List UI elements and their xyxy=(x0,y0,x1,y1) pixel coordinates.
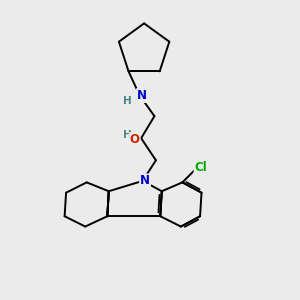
Text: N: N xyxy=(140,174,150,188)
Text: Cl: Cl xyxy=(195,161,207,174)
Text: O: O xyxy=(130,133,140,146)
Text: N: N xyxy=(137,89,147,102)
Text: H: H xyxy=(123,96,132,106)
Text: H: H xyxy=(123,130,131,140)
